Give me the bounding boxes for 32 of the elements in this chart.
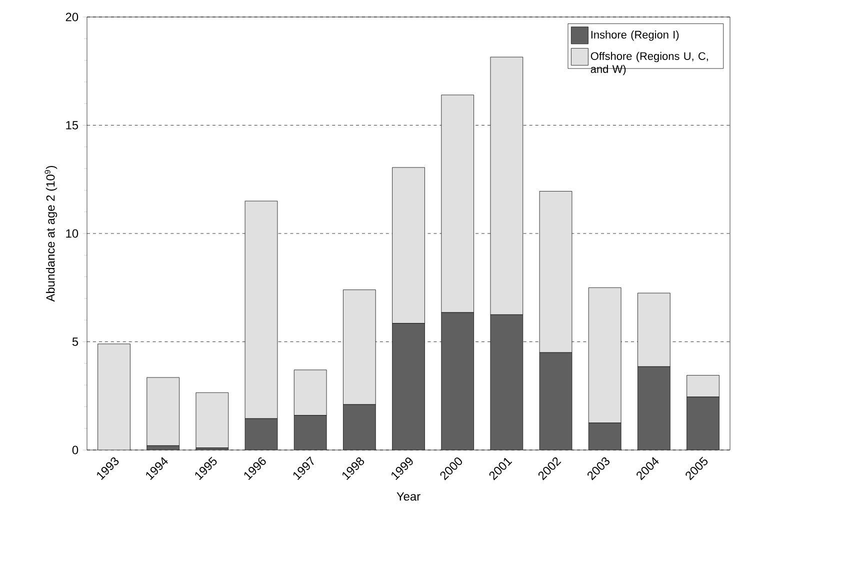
bar bbox=[392, 167, 425, 324]
bar bbox=[343, 290, 376, 405]
bar bbox=[343, 404, 376, 450]
bar bbox=[540, 352, 572, 450]
bar bbox=[588, 287, 622, 424]
bar bbox=[294, 415, 327, 450]
legend-label: Inshore (Region I) bbox=[591, 30, 679, 41]
bar bbox=[539, 191, 572, 353]
y-axis-title: Abundance at age 2 (10$^{9}$) bbox=[44, 166, 58, 302]
y-tick-label: 5 bbox=[72, 338, 78, 346]
y-tick-label: 20 bbox=[66, 12, 78, 22]
bar bbox=[392, 323, 425, 450]
bar bbox=[196, 392, 229, 448]
bar bbox=[98, 344, 130, 450]
bar bbox=[490, 314, 523, 450]
bar bbox=[294, 370, 327, 416]
x-axis-title: Year bbox=[396, 492, 420, 501]
bar bbox=[686, 375, 720, 398]
bar bbox=[441, 312, 474, 450]
bar bbox=[638, 292, 670, 367]
legend-label: Offshore (Regions U, C, and W) bbox=[590, 52, 708, 76]
bar bbox=[441, 94, 474, 313]
y-tick-label: 10 bbox=[66, 229, 78, 238]
y-tick-label: 0 bbox=[72, 446, 78, 454]
bar bbox=[490, 56, 524, 315]
bar bbox=[245, 418, 278, 450]
bar bbox=[244, 200, 278, 419]
bar bbox=[686, 396, 720, 450]
bar bbox=[146, 377, 180, 446]
y-tick-label: 15 bbox=[66, 121, 78, 130]
bar bbox=[638, 366, 670, 450]
bar bbox=[588, 422, 622, 450]
